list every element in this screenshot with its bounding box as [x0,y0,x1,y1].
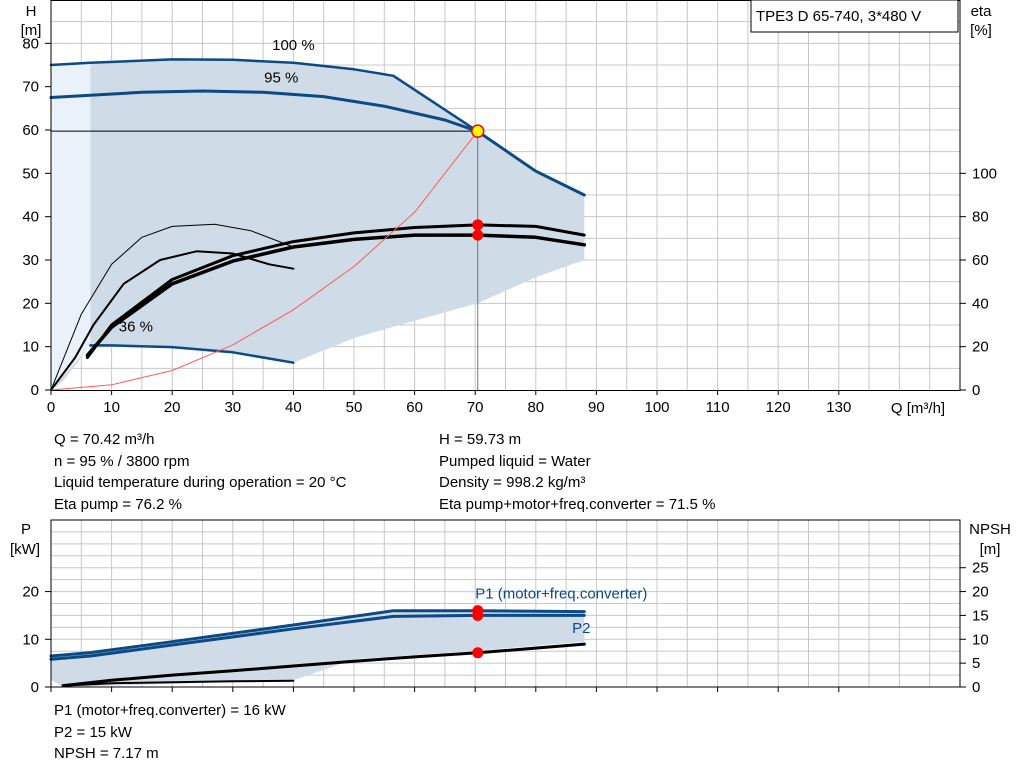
eta-curve-min-speed [50,250,295,391]
curve-label: 100 % [272,37,315,54]
npsh-readout: NPSH = 7.17 m [54,745,159,762]
x-tick-label: 90 [588,399,605,416]
main-operating-envelope-light [51,62,91,391]
x-tick-label: 100 [644,399,669,416]
power-curve-label: P1 (motor+freq.converter) [475,586,647,603]
pumped-liquid-readout: Pumped liquid = Water [439,452,591,470]
main-readouts-left: Q = 70.42 m³/h n = 95 % / 3800 rpm Liqui… [54,429,346,515]
power-left-tick-label: 10 [22,631,39,648]
x-tick-label: 130 [826,399,851,416]
p-curve-min-speed [62,679,295,687]
model-title-box [750,0,959,33]
operating-point-marker [470,124,485,138]
main-right-axis-label: eta [971,3,993,20]
eta-operating-point [472,219,484,231]
left-tick-label: 20 [22,295,39,312]
power-right-axis-unit: [m] [980,541,1001,558]
npsh-operating-point [472,647,484,659]
power-right-tick-label: 15 [972,607,989,624]
left-tick-label: 60 [22,122,39,139]
x-tick-label: 20 [164,399,181,416]
flow-readout: Q = 70.42 m³/h [54,431,155,448]
eta-total-readout: Eta pump+motor+freq.converter = 71.5 % [439,495,716,513]
power-right-tick-label: 10 [972,631,989,648]
right-tick-label: 0 [972,382,980,399]
head-readout: H = 59.73 m [439,431,522,448]
eta-curve-low-speed [50,223,294,391]
x-tick-label: 80 [527,399,544,416]
left-tick-label: 50 [22,165,39,182]
speed-readout: n = 95 % / 3800 rpm [54,452,190,470]
x-tick-label: 60 [406,399,423,416]
density-readout: Density = 998.2 kg/m³ [439,474,586,491]
power-plot-frame [50,519,961,688]
operating-point-layer [51,124,485,659]
main-right-axis-unit: [%] [970,22,992,39]
main-plot-frame [50,0,961,391]
x-tick-label: 10 [103,399,120,416]
main-axis-ticks: 0 10 20 30 40 50 60 70 80 90 100 110 120 130 0 10 20 30 40… [22,35,997,416]
head-curve-extension [476,129,586,197]
power-right-tick-label: 0 [972,679,980,696]
main-series-layer: 100 % 95 % 36 % [49,37,587,391]
left-tick-label: 40 [22,209,39,226]
main-left-axis-label: H [26,3,37,20]
left-tick-label: 80 [22,35,39,52]
main-left-axis-unit: [m] [21,22,42,39]
x-tick-label: 40 [285,399,302,416]
power-axis-ticks: 0 10 20 0 5 10 15 20 25 [22,560,988,696]
p2-readout: P2 = 15 kW [54,723,132,741]
power-left-axis-unit: [kW] [10,541,40,558]
left-tick-label: 30 [22,252,39,269]
npsh-curve [61,642,586,688]
curve-label: 36 % [119,319,153,336]
left-tick-label: 0 [31,382,39,399]
right-tick-label: 60 [972,252,989,269]
power-readouts: P1 (motor+freq.converter) = 16 kW P2 = 1… [54,700,286,765]
right-tick-label: 80 [972,209,989,226]
eta-pump-readout: Eta pump = 76.2 % [54,495,182,513]
liquid-temperature-readout: Liquid temperature during operation = 20… [54,474,347,491]
head-curve-100 [49,58,479,133]
curve-label: 95 % [264,69,298,86]
power-right-tick-label: 5 [972,655,980,672]
left-tick-label: 70 [22,79,39,96]
right-tick-label: 40 [972,295,989,312]
eta-operating-point [472,229,484,241]
x-tick-label: 50 [346,399,363,416]
x-tick-label: 0 [47,399,55,416]
main-x-axis-label: Q [m³/h] [891,400,945,417]
right-tick-label: 100 [972,165,997,182]
main-operating-envelope [51,59,585,391]
main-readouts-right: H = 59.73 m Pumped liquid = Water Densit… [439,429,715,515]
p2-operating-point [472,609,484,621]
power-left-axis-label: P [21,521,31,538]
p1-readout: P1 (motor+freq.converter) = 16 kW [54,702,286,719]
model-title: TPE3 D 65-740, 3*480 V [756,8,921,25]
x-tick-label: 30 [224,399,241,416]
left-tick-label: 10 [22,339,39,356]
power-operating-envelope [51,610,585,687]
power-left-tick-label: 20 [22,584,39,601]
power-left-tick-label: 0 [31,679,39,696]
eta-pump-curve [85,223,586,359]
x-tick-label: 110 [706,399,730,416]
eta-total-curve [85,233,587,358]
power-right-tick-label: 20 [972,584,989,601]
x-tick-label: 70 [467,399,484,416]
head-curve-95 [49,89,480,133]
power-right-axis-label: NPSH [969,521,1011,538]
x-tick-label: 120 [766,399,791,416]
system-curve [50,130,479,391]
power-curve-label: P2 [572,620,590,637]
power-right-tick-label: 25 [972,560,989,577]
right-tick-label: 20 [972,339,989,356]
head-curve-36 [89,344,295,364]
